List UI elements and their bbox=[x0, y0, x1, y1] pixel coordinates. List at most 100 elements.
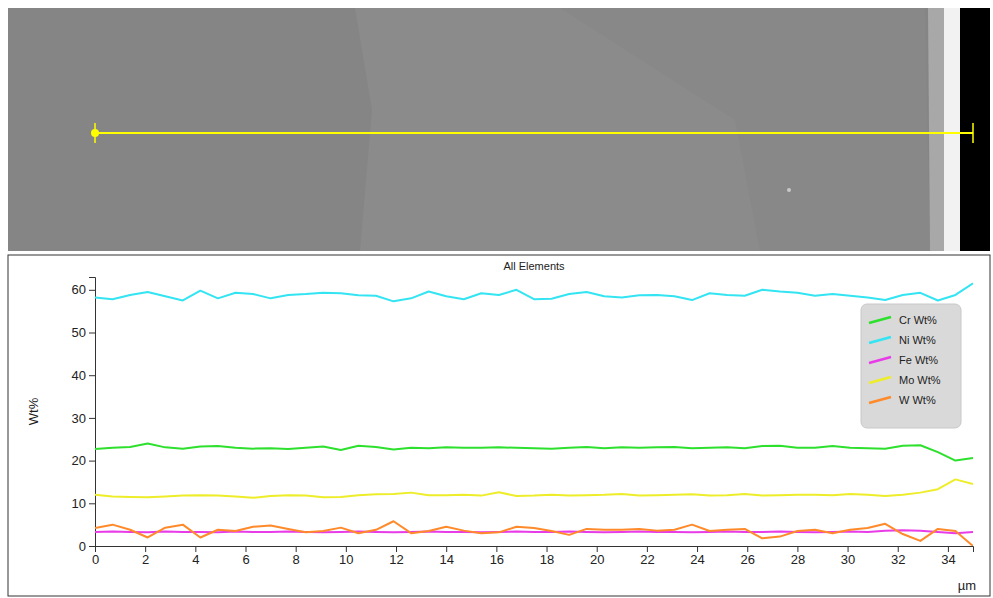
y-tick-mark bbox=[89, 546, 95, 547]
y-axis-line bbox=[89, 278, 96, 547]
micrograph-particle bbox=[787, 188, 791, 192]
x-tick-label: 10 bbox=[339, 552, 353, 567]
x-tick-mark bbox=[496, 546, 497, 552]
y-tick-mark bbox=[89, 503, 95, 504]
x-tick-label: 14 bbox=[439, 552, 453, 567]
x-tick-label: 20 bbox=[590, 552, 604, 567]
series-line bbox=[95, 479, 973, 497]
micrograph-edge bbox=[944, 8, 962, 251]
legend-label: Ni Wt% bbox=[899, 334, 936, 346]
y-tick-label: 40 bbox=[72, 368, 86, 383]
x-tick: 16 bbox=[490, 546, 504, 567]
x-tick-mark bbox=[797, 546, 798, 552]
x-tick-label: 28 bbox=[791, 552, 805, 567]
legend-swatch bbox=[869, 397, 891, 403]
legend-swatch bbox=[869, 377, 891, 383]
legend-swatch bbox=[869, 337, 891, 343]
x-tick-mark bbox=[145, 546, 146, 552]
legend-label: Mo Wt% bbox=[899, 374, 941, 386]
x-tick: 2 bbox=[142, 546, 149, 567]
x-tick-mark bbox=[246, 546, 247, 552]
micrograph-grain bbox=[560, 8, 930, 251]
x-tick: 18 bbox=[540, 546, 554, 567]
x-tick-mark bbox=[747, 546, 748, 552]
y-tick-mark bbox=[89, 461, 95, 462]
y-axis-title: Wt% bbox=[26, 397, 41, 425]
x-tick-mark bbox=[597, 546, 598, 552]
x-tick-mark bbox=[446, 546, 447, 552]
y-tick-mark bbox=[89, 375, 95, 376]
legend-swatch bbox=[869, 357, 891, 363]
x-tick-label: 4 bbox=[192, 552, 199, 567]
chart-panel bbox=[8, 255, 990, 596]
y-tick: 60 bbox=[72, 282, 95, 297]
x-tick-mark bbox=[848, 546, 849, 552]
x-tick-label: 24 bbox=[690, 552, 704, 567]
x-tick-mark bbox=[296, 546, 297, 552]
legend-swatch bbox=[869, 317, 891, 323]
y-tick: 30 bbox=[72, 411, 95, 426]
x-tick-label: 8 bbox=[293, 552, 300, 567]
chart-title: All Elements bbox=[503, 260, 565, 272]
x-axis-line bbox=[96, 547, 974, 553]
y-tick: 50 bbox=[72, 325, 95, 340]
x-tick: 6 bbox=[242, 546, 249, 567]
y-tick-label: 50 bbox=[72, 325, 86, 340]
y-tick: 0 bbox=[79, 539, 95, 554]
y-tick-mark bbox=[89, 333, 95, 334]
x-tick: 22 bbox=[640, 546, 654, 567]
x-tick-label: 30 bbox=[841, 552, 855, 567]
legend-label: Cr Wt% bbox=[899, 314, 937, 326]
x-tick: 26 bbox=[740, 546, 754, 567]
x-tick-label: 18 bbox=[540, 552, 554, 567]
x-tick-mark bbox=[547, 546, 548, 552]
x-tick-label: 34 bbox=[941, 552, 955, 567]
x-tick-label: 6 bbox=[242, 552, 249, 567]
x-tick-label: 22 bbox=[640, 552, 654, 567]
x-tick: 4 bbox=[192, 546, 199, 567]
series-line bbox=[95, 521, 973, 546]
y-tick-mark bbox=[89, 418, 95, 419]
x-tick-mark bbox=[697, 546, 698, 552]
micrograph-void bbox=[960, 8, 990, 251]
x-tick: 32 bbox=[891, 546, 905, 567]
y-tick: 10 bbox=[72, 496, 95, 511]
x-tick: 10 bbox=[339, 546, 353, 567]
x-tick-label: 26 bbox=[740, 552, 754, 567]
x-tick-label: 2 bbox=[142, 552, 149, 567]
x-tick-label: 16 bbox=[490, 552, 504, 567]
x-axis-title: µm bbox=[958, 578, 976, 593]
x-tick-label: 0 bbox=[92, 552, 99, 567]
x-tick: 30 bbox=[841, 546, 855, 567]
x-tick-mark bbox=[948, 546, 949, 552]
x-tick-mark bbox=[647, 546, 648, 552]
y-tick-label: 60 bbox=[72, 282, 86, 297]
figure: All Elements0246810121416182022242628303… bbox=[0, 0, 993, 598]
x-tick: 20 bbox=[590, 546, 604, 567]
x-tick: 12 bbox=[389, 546, 403, 567]
y-axis: 0 10 20 30 40 50 60 bbox=[72, 278, 96, 554]
y-tick-label: 0 bbox=[79, 539, 86, 554]
x-tick-label: 12 bbox=[389, 552, 403, 567]
micrograph bbox=[8, 8, 990, 251]
x-tick-label: 32 bbox=[891, 552, 905, 567]
x-tick: 28 bbox=[791, 546, 805, 567]
legend-label: Fe Wt% bbox=[899, 354, 938, 366]
y-tick-mark bbox=[89, 290, 95, 291]
x-tick: 34 bbox=[941, 546, 955, 567]
x-tick-mark bbox=[396, 546, 397, 552]
scan-line bbox=[95, 132, 973, 134]
series-line bbox=[95, 283, 973, 301]
y-tick-label: 20 bbox=[72, 453, 86, 468]
x-tick: 0 bbox=[92, 546, 99, 567]
y-tick-label: 10 bbox=[72, 496, 86, 511]
scan-cap bbox=[972, 123, 974, 143]
legend: Cr Wt%Ni Wt%Fe Wt%Mo Wt%W Wt% bbox=[861, 304, 961, 428]
x-tick-mark bbox=[346, 546, 347, 552]
series-line bbox=[95, 444, 973, 461]
y-tick-label: 30 bbox=[72, 411, 86, 426]
x-tick-mark bbox=[898, 546, 899, 552]
y-tick: 20 bbox=[72, 453, 95, 468]
series-lines bbox=[95, 283, 973, 546]
micrograph-background bbox=[8, 8, 990, 251]
